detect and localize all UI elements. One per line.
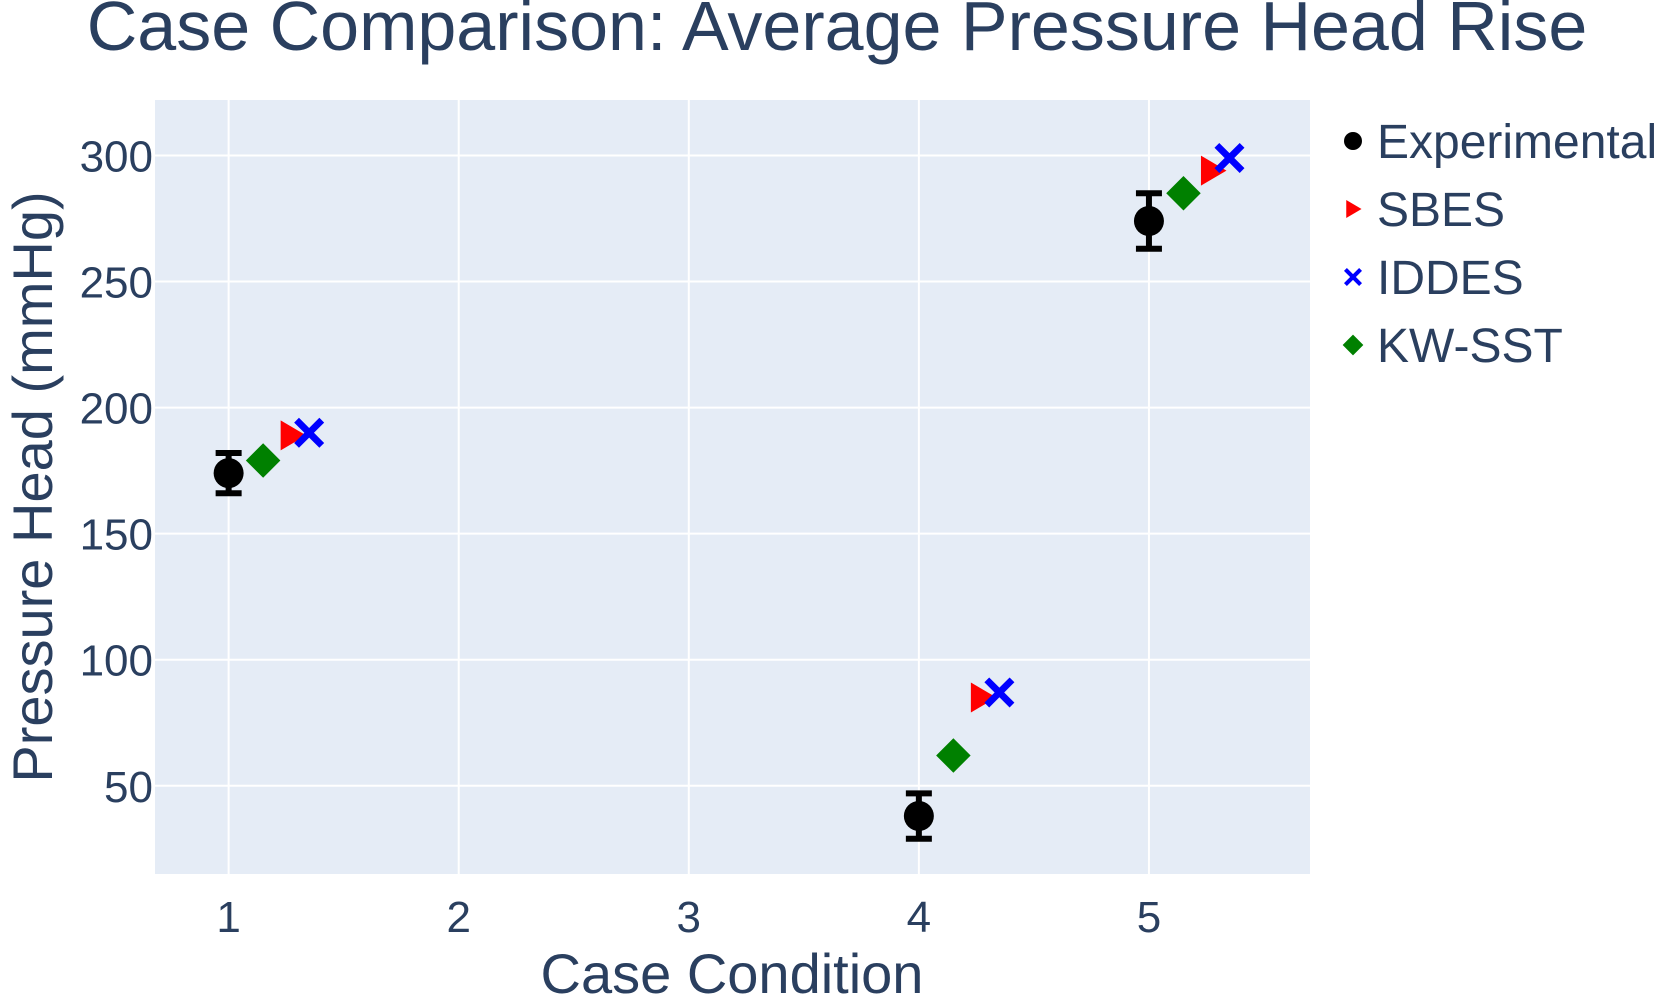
- legend-label: Experimental: [1377, 116, 1657, 169]
- y-tick-label: 150: [80, 511, 153, 560]
- legend-label: KW-SST: [1377, 320, 1563, 373]
- plot-area: [155, 100, 1310, 874]
- data-marks: [213, 142, 1245, 842]
- legend-marker-icon: [1344, 132, 1362, 150]
- series-iddes: [294, 142, 1245, 708]
- y-tick-label: 250: [80, 259, 153, 308]
- gridlines: [155, 100, 1310, 874]
- x-axis-label: Case Condition: [541, 942, 924, 1000]
- legend-marker-icon: [1346, 200, 1362, 218]
- data-point: [1200, 155, 1227, 186]
- data-point: [970, 682, 997, 713]
- data-point: [1166, 176, 1201, 211]
- data-point: [1133, 206, 1164, 237]
- y-tick-label: 200: [80, 385, 153, 434]
- data-point: [245, 443, 281, 478]
- x-tick-label: 1: [216, 893, 240, 942]
- y-tick-label: 300: [80, 132, 153, 181]
- x-tick-label: 5: [1137, 893, 1161, 942]
- data-point: [903, 801, 934, 832]
- x-tick-label: 4: [907, 893, 931, 942]
- legend-item: IDDES: [1344, 252, 1524, 305]
- chart-title: Case Comparison: Average Pressure Head R…: [87, 0, 1588, 65]
- series-kw-sst: [245, 176, 1201, 773]
- data-point: [1214, 142, 1245, 173]
- y-axis-label: Pressure Head (mmHg): [1, 191, 64, 782]
- legend-item: KW-SST: [1342, 320, 1563, 373]
- series-sbes: [280, 155, 1227, 713]
- data-point: [984, 677, 1015, 708]
- legend-label: IDDES: [1377, 252, 1524, 305]
- y-tick-label: 100: [80, 637, 153, 686]
- legend: Experimental SBES IDDES KW-SST: [1342, 116, 1657, 373]
- data-point: [936, 738, 971, 773]
- data-point: [294, 417, 325, 448]
- legend-label: SBES: [1377, 184, 1505, 237]
- y-tick-label: 50: [104, 763, 153, 812]
- series-experimental: [213, 190, 1164, 842]
- legend-marker-icon: [1344, 268, 1362, 286]
- data-point: [280, 420, 307, 451]
- legend-item: Experimental: [1344, 116, 1657, 169]
- x-tick-label: 3: [677, 893, 701, 942]
- tick-labels: 1 2 3 4 5 50 100 150 200 250 300: [80, 132, 1162, 942]
- x-tick-label: 2: [446, 893, 470, 942]
- legend-item: SBES: [1346, 184, 1505, 237]
- legend-marker-icon: [1342, 334, 1364, 356]
- data-point: [213, 458, 244, 489]
